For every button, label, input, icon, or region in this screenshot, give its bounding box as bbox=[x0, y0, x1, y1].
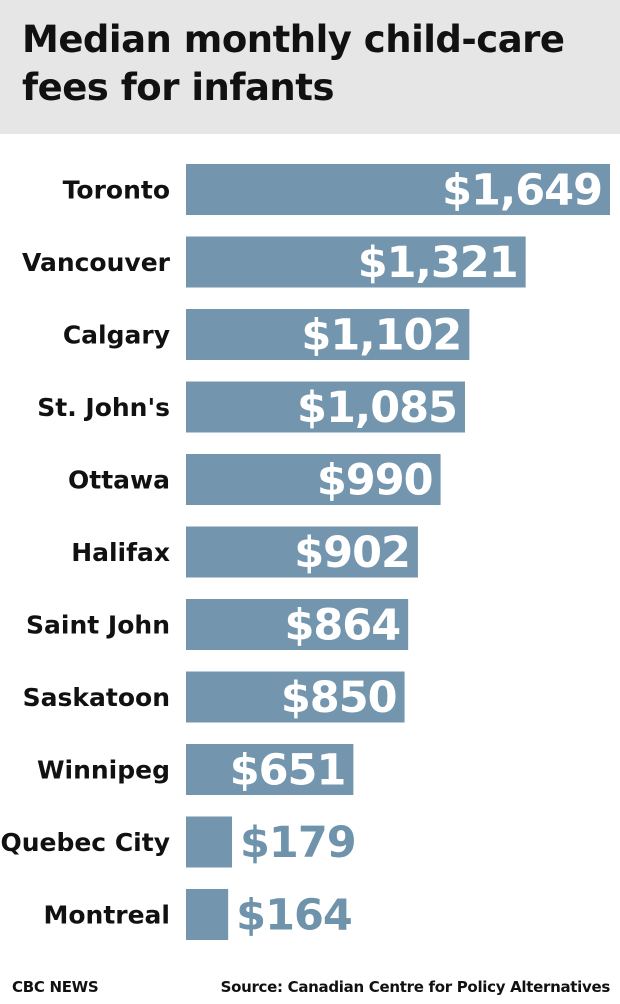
chart-title-line2-bold: infants bbox=[191, 66, 334, 109]
category-label: Halifax bbox=[71, 538, 170, 567]
footer-source: Source: Canadian Centre for Policy Alter… bbox=[220, 978, 611, 996]
bar bbox=[186, 599, 409, 650]
value-label: $864 bbox=[284, 601, 400, 651]
bar-chart: Toronto $1,649 Vancouver $1,321 Calgary $1,10… bbox=[0, 164, 610, 941]
bar bbox=[186, 744, 354, 795]
category-label: Saskatoon bbox=[23, 683, 170, 712]
bar bbox=[186, 164, 610, 215]
value-label: $1,102 bbox=[301, 311, 461, 361]
category-label: St. John's bbox=[37, 393, 170, 422]
category-label: Montreal bbox=[43, 901, 170, 930]
chart-title-line2: fees for infants bbox=[22, 64, 612, 112]
value-label: $1,649 bbox=[442, 166, 602, 216]
footer-brand: CBC NEWS bbox=[12, 978, 99, 996]
header-band bbox=[0, 0, 620, 134]
category-label: Toronto bbox=[63, 176, 170, 205]
bar bbox=[186, 236, 526, 288]
category-label: Winnipeg bbox=[37, 756, 170, 785]
chart-title-line2-prefix: fees for bbox=[22, 66, 192, 109]
bar bbox=[186, 454, 441, 505]
category-label: Quebec City bbox=[0, 828, 170, 857]
bar bbox=[186, 381, 465, 433]
bar bbox=[186, 526, 418, 578]
value-label: $1,085 bbox=[297, 383, 457, 433]
value-label: $902 bbox=[294, 528, 410, 578]
category-label: Ottawa bbox=[68, 466, 170, 495]
value-label: $850 bbox=[281, 673, 397, 723]
value-label: $179 bbox=[240, 818, 356, 868]
category-label: Vancouver bbox=[22, 248, 171, 277]
chart-title-line1: Median monthly child-care bbox=[22, 18, 565, 61]
bar bbox=[186, 889, 229, 940]
value-label: $1,321 bbox=[358, 238, 518, 288]
value-label: $164 bbox=[236, 891, 352, 941]
bar bbox=[186, 309, 470, 360]
chart-title: Median monthly child-care fees for infan… bbox=[22, 16, 612, 112]
value-label: $990 bbox=[317, 456, 433, 506]
category-label: Calgary bbox=[63, 321, 170, 350]
bar bbox=[186, 671, 405, 723]
category-label: Saint John bbox=[26, 611, 170, 640]
value-label: $651 bbox=[230, 746, 346, 796]
bar bbox=[186, 816, 233, 868]
